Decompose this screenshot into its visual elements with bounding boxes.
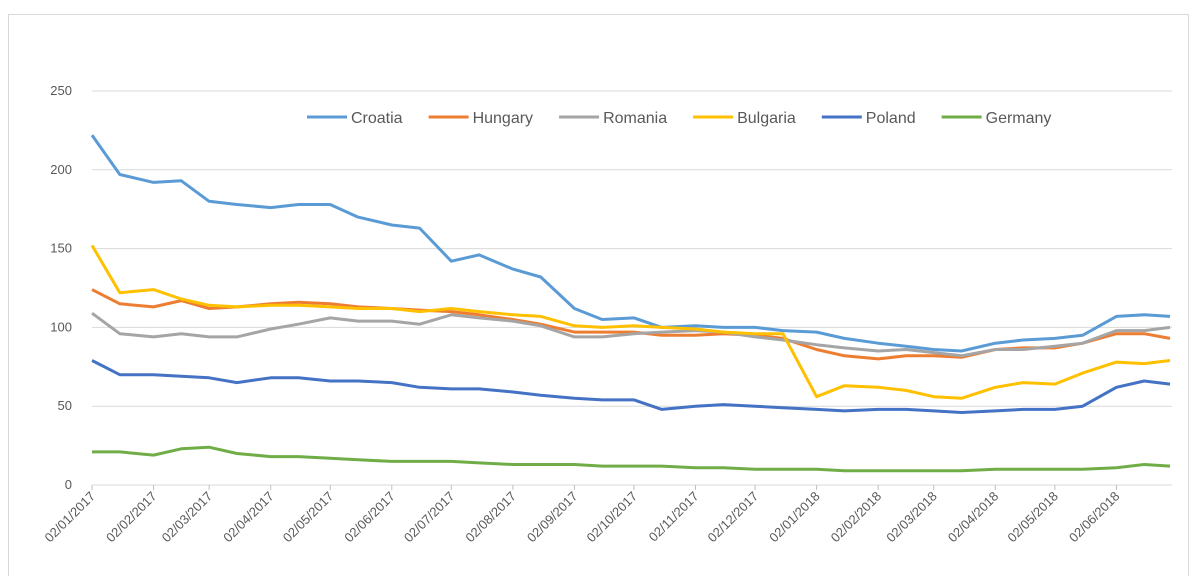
series-line <box>90 134 1171 353</box>
y-tick-label: 100 <box>50 319 72 334</box>
legend-label: Croatia <box>351 110 403 127</box>
y-tick-label: 250 <box>50 83 72 98</box>
legend-label: Germany <box>986 110 1052 127</box>
legend-label: Hungary <box>473 110 533 127</box>
y-tick-label: 150 <box>50 241 72 256</box>
series-line <box>91 359 1171 414</box>
y-tick-label: 50 <box>58 398 72 413</box>
legend-label: Romania <box>603 110 667 127</box>
chart-frame <box>8 14 1189 576</box>
series-line <box>92 445 1171 473</box>
y-tick-label: 200 <box>50 162 72 177</box>
series-line <box>91 311 1171 358</box>
legend-label: Poland <box>866 110 916 127</box>
y-tick-label: 0 <box>65 477 72 492</box>
series-line <box>90 244 1171 400</box>
legend-label: Bulgaria <box>737 110 796 127</box>
